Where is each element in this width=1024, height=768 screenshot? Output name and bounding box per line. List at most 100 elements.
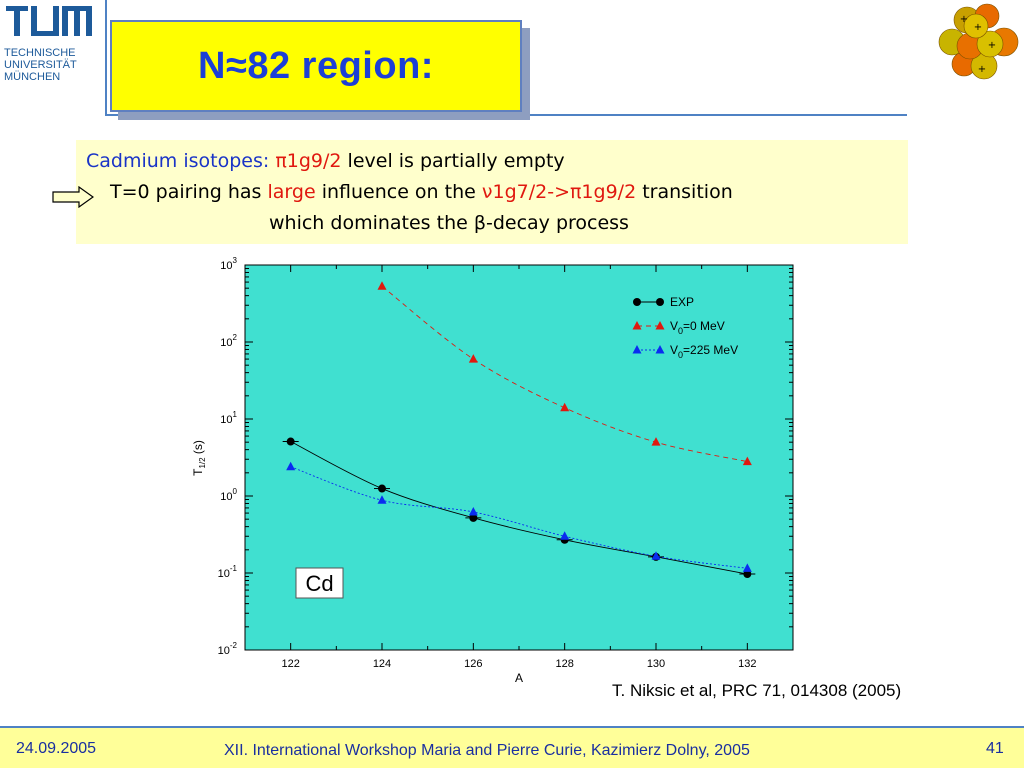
y-tick-exponent: 0 [233, 487, 238, 496]
data-point [651, 437, 661, 446]
info-line-2: T=0 pairing has large influence on the ν… [110, 181, 733, 203]
info-box: Cadmium isotopes: π1g9/2 level is partia… [76, 140, 908, 244]
logo-text-line2: UNIVERSITÄT [4, 59, 77, 71]
data-point [378, 484, 386, 493]
cd-annotation: Cd [305, 571, 333, 596]
plot-area [244, 264, 794, 651]
legend-label: V0=225 MeV [670, 343, 738, 360]
data-point [377, 281, 387, 290]
legend-marker [632, 321, 642, 330]
legend-marker [632, 345, 642, 354]
y-axis-label-sub: 1/2 [198, 457, 207, 469]
citation: T. Niksic et al, PRC 71, 014308 (2005) [612, 681, 902, 700]
y-tick-exponent: 1 [233, 410, 238, 419]
series-1 [377, 281, 752, 466]
legend-marker [633, 298, 641, 306]
header-vertical-rule [105, 0, 107, 116]
y-tick-label: 10-2 [218, 641, 238, 657]
legend-label-main: V [670, 319, 678, 333]
info-line-1: Cadmium isotopes: π1g9/2 level is partia… [86, 150, 565, 172]
info-line2-suffix: transition [636, 181, 733, 203]
tum-logo-mark [6, 6, 92, 36]
legend-label-sub: 0 [678, 350, 683, 360]
x-tick-label: 128 [555, 658, 573, 670]
y-tick-base: 10 [218, 645, 230, 657]
data-point [286, 437, 295, 446]
legend-marker [655, 345, 665, 354]
info-line1-suffix: level is partially empty [341, 150, 565, 172]
y-tick-exponent: 3 [233, 256, 238, 265]
title-box: N≈82 region: [110, 20, 522, 112]
footer-rule [0, 726, 1024, 728]
y-tick-base: 10 [218, 568, 230, 580]
nucleus-icon: + + + + [938, 3, 1019, 80]
data-point [468, 354, 478, 363]
data-point [286, 461, 296, 471]
data-point [560, 402, 570, 412]
legend-marker [655, 321, 665, 330]
series-line [290, 441, 748, 575]
x-tick-label: 126 [464, 658, 482, 670]
y-tick-label: 103 [220, 256, 237, 272]
data-point [743, 570, 752, 579]
y-axis-label-main: T [191, 468, 205, 476]
info-line-3: which dominates the β-decay process [269, 212, 629, 234]
y-tick-base: 10 [220, 337, 232, 349]
y-tick-label: 10-1 [218, 564, 238, 580]
data-point [742, 456, 752, 466]
data-point [377, 495, 387, 504]
info-line2-mid: influence on the [315, 181, 482, 203]
series-0 [282, 437, 756, 579]
data-point [468, 506, 478, 516]
info-line2-emphasis: large [267, 181, 316, 203]
y-tick-base: 10 [220, 491, 232, 503]
logo-text-line3: MÜNCHEN [4, 71, 61, 83]
x-axis-label: A [515, 671, 523, 685]
svg-text:+: + [960, 14, 968, 25]
x-tick-label: 130 [647, 658, 665, 670]
series-2 [286, 461, 752, 572]
logo-text-line1: TECHNISCHE [4, 47, 76, 59]
footer-page-number: 41 [986, 740, 1004, 757]
y-tick-label: 101 [220, 410, 237, 426]
svg-text:+: + [974, 22, 982, 33]
legend-label-rest: =225 MeV [683, 343, 738, 357]
info-line2-prefix: T=0 pairing has [110, 181, 268, 203]
y-tick-label: 102 [220, 333, 237, 349]
y-axis-label-unit: (s) [191, 440, 205, 457]
info-line1-orbital: π1g9/2 [275, 150, 342, 172]
info-line2-transition: ν1g7/2->π1g9/2 [481, 181, 637, 203]
x-tick-label: 132 [738, 658, 756, 670]
data-point [560, 531, 570, 540]
data-point [469, 513, 478, 522]
data-point [651, 551, 661, 560]
slide-title: N≈82 region: [198, 44, 434, 87]
legend-label-main: V [670, 343, 678, 357]
footer-event: XII. International Workshop Maria and Pi… [224, 742, 750, 759]
svg-text:+: + [978, 64, 986, 75]
svg-text:+: + [988, 40, 996, 51]
x-tick-label: 122 [281, 658, 299, 670]
right-arrow-icon [52, 186, 94, 208]
legend-label-sub: 0 [678, 326, 683, 336]
info-line1-prefix: Cadmium isotopes: [86, 150, 276, 172]
y-tick-base: 10 [220, 414, 232, 426]
y-tick-exponent: -2 [230, 641, 238, 650]
legend-label: EXP [670, 295, 694, 309]
y-tick-label: 100 [220, 487, 237, 503]
legend-label-rest: =0 MeV [683, 319, 725, 333]
y-axis-label: T1/2 (s) [191, 440, 207, 476]
legend-label: V0=0 MeV [670, 319, 725, 336]
y-tick-exponent: 2 [233, 333, 238, 342]
series-line [290, 466, 748, 569]
data-point [742, 563, 752, 572]
y-tick-base: 10 [220, 260, 232, 272]
legend-label-main: EXP [670, 295, 694, 309]
cd-annotation-box: Cd [295, 567, 344, 599]
series-layer [282, 281, 756, 579]
footer: 24.09.2005 XII. International Workshop M… [0, 728, 1024, 768]
x-tick-label: 124 [373, 658, 391, 670]
